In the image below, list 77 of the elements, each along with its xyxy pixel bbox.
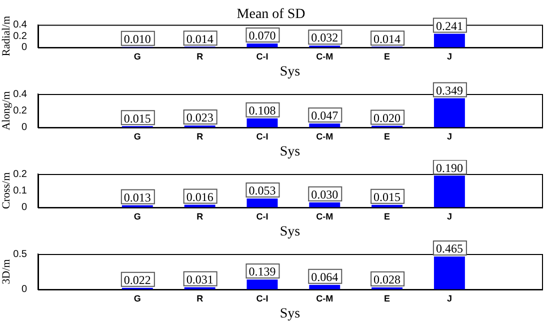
y-tick-label: 0 (21, 284, 28, 296)
y-tick-label: 0.1 (13, 185, 28, 196)
y-axis-title: Cross/m (0, 172, 12, 210)
data-label: 0.465 (436, 242, 463, 256)
y-tick-label: 0 (21, 202, 28, 214)
x-tick-label: C-I (256, 131, 268, 142)
bar (434, 98, 465, 128)
x-tick-label: E (384, 293, 390, 304)
x-tick-label: C-I (256, 293, 268, 304)
x-tick-label: G (134, 51, 141, 62)
bar (246, 118, 278, 128)
data-label: 0.031 (186, 272, 214, 286)
x-tick-label: E (384, 131, 390, 142)
data-label: 0.014 (374, 32, 401, 46)
y-tick-label: 0 (21, 42, 28, 54)
data-label: 0.047 (311, 108, 338, 123)
data-label: 0.016 (186, 190, 214, 204)
x-tick-label: C-M (316, 293, 334, 304)
y-tick-label: 0.5 (13, 248, 28, 260)
data-label: 0.014 (186, 32, 214, 46)
data-label: 0.013 (124, 190, 151, 204)
bar (246, 198, 278, 208)
chart-title: Mean of SD (236, 7, 306, 22)
bar (309, 202, 340, 208)
x-tick-label: J (446, 293, 452, 304)
data-label: 0.010 (124, 32, 151, 46)
data-label: 0.241 (436, 18, 463, 33)
x-tick-label: E (384, 51, 390, 62)
data-label: 0.190 (436, 160, 463, 175)
bar (246, 280, 278, 290)
x-tick-label: R (196, 293, 204, 304)
data-label: 0.023 (186, 110, 214, 125)
x-tick-label: E (384, 211, 390, 222)
x-axis-title: Sys (280, 64, 300, 80)
bar (184, 204, 216, 208)
bar (434, 256, 465, 290)
x-axis-title: Sys (280, 224, 300, 240)
data-label: 0.139 (248, 264, 276, 279)
data-label: 0.053 (248, 184, 276, 198)
x-tick-label: R (196, 131, 204, 142)
x-tick-label: C-I (256, 51, 268, 62)
x-axis-title: Sys (280, 306, 300, 322)
data-label: 0.032 (311, 30, 338, 45)
data-label: 0.064 (311, 270, 338, 284)
bar (434, 176, 465, 208)
data-label: 0.070 (248, 28, 276, 43)
data-label: 0.022 (124, 273, 151, 287)
x-tick-label: G (134, 293, 141, 304)
x-tick-label: C-I (256, 211, 268, 222)
data-label: 0.020 (374, 110, 401, 125)
bar (434, 34, 465, 48)
x-tick-label: C-M (316, 131, 334, 142)
y-tick-label: 0.4 (13, 20, 28, 31)
y-tick-label: 0.2 (13, 105, 28, 116)
data-label: 0.028 (374, 272, 401, 287)
x-tick-label: J (446, 211, 452, 222)
y-axis-title: Radial/m (0, 15, 12, 56)
y-axis-title: Along/m (0, 90, 12, 130)
y-tick-label: 0 (21, 122, 28, 134)
y-axis-title: 3D/m (0, 258, 12, 284)
data-label: 0.349 (436, 83, 463, 98)
x-tick-label: C-M (316, 211, 334, 222)
data-label: 0.015 (374, 190, 401, 204)
data-label: 0.108 (248, 104, 276, 118)
x-axis-title: Sys (280, 144, 300, 160)
y-tick-label: 0.2 (13, 30, 28, 42)
y-tick-label: 0.4 (13, 88, 28, 100)
x-tick-label: J (446, 131, 452, 142)
x-tick-label: R (196, 211, 204, 222)
x-tick-label: C-M (316, 51, 334, 62)
y-tick-label: 0.2 (13, 168, 28, 180)
data-label: 0.030 (311, 188, 338, 202)
x-tick-label: G (134, 131, 141, 142)
x-tick-label: G (134, 211, 141, 222)
x-tick-label: R (196, 51, 204, 62)
data-label: 0.015 (124, 111, 151, 126)
x-tick-label: J (446, 51, 452, 62)
